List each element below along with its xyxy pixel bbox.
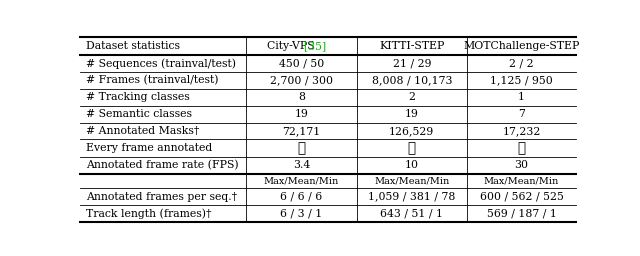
- Text: 2 / 2: 2 / 2: [509, 59, 534, 69]
- Text: 1,125 / 950: 1,125 / 950: [490, 76, 553, 86]
- Text: 7: 7: [518, 109, 525, 119]
- Text: 8: 8: [298, 92, 305, 102]
- Text: # Semantic classes: # Semantic classes: [86, 109, 193, 119]
- Text: 6 / 6 / 6: 6 / 6 / 6: [280, 192, 323, 202]
- Text: Track length (frames)†: Track length (frames)†: [86, 208, 212, 219]
- Text: 450 / 50: 450 / 50: [279, 59, 324, 69]
- Text: Max/Mean/Min: Max/Mean/Min: [484, 177, 559, 186]
- Text: [35]: [35]: [276, 41, 326, 51]
- Text: Dataset statistics: Dataset statistics: [86, 41, 180, 51]
- Text: 17,232: 17,232: [502, 126, 541, 136]
- Text: ✓: ✓: [408, 141, 416, 155]
- Text: 126,529: 126,529: [389, 126, 435, 136]
- Text: Every frame annotated: Every frame annotated: [86, 143, 212, 153]
- Text: KITTI-STEP: KITTI-STEP: [379, 41, 445, 51]
- Text: ✓: ✓: [517, 141, 525, 155]
- Text: 10: 10: [405, 161, 419, 170]
- Text: # Annotated Masks†: # Annotated Masks†: [86, 126, 200, 136]
- Text: ✗: ✗: [298, 141, 305, 155]
- Text: 8,008 / 10,173: 8,008 / 10,173: [372, 76, 452, 86]
- Text: 19: 19: [294, 109, 308, 119]
- Text: Max/Mean/Min: Max/Mean/Min: [374, 177, 449, 186]
- Text: MOTChallenge-STEP: MOTChallenge-STEP: [463, 41, 580, 51]
- Text: Max/Mean/Min: Max/Mean/Min: [264, 177, 339, 186]
- Text: City-VPS: City-VPS: [267, 41, 336, 51]
- Text: # Tracking classes: # Tracking classes: [86, 92, 190, 102]
- Text: 3.4: 3.4: [293, 161, 310, 170]
- Text: 600 / 562 / 525: 600 / 562 / 525: [479, 192, 563, 202]
- Text: 2,700 / 300: 2,700 / 300: [270, 76, 333, 86]
- Text: # Frames (trainval/test): # Frames (trainval/test): [86, 75, 219, 86]
- Text: 643 / 51 / 1: 643 / 51 / 1: [380, 208, 444, 219]
- Text: 72,171: 72,171: [282, 126, 321, 136]
- Text: 1: 1: [518, 92, 525, 102]
- Text: 19: 19: [405, 109, 419, 119]
- Text: 1,059 / 381 / 78: 1,059 / 381 / 78: [368, 192, 456, 202]
- Text: 30: 30: [515, 161, 529, 170]
- Text: 569 / 187 / 1: 569 / 187 / 1: [486, 208, 556, 219]
- Text: Annotated frame rate (FPS): Annotated frame rate (FPS): [86, 160, 239, 171]
- Text: 2: 2: [408, 92, 415, 102]
- Text: 21 / 29: 21 / 29: [392, 59, 431, 69]
- Text: Annotated frames per seq.†: Annotated frames per seq.†: [86, 192, 237, 202]
- Text: 6 / 3 / 1: 6 / 3 / 1: [280, 208, 323, 219]
- Text: # Sequences (trainval/test): # Sequences (trainval/test): [86, 58, 236, 69]
